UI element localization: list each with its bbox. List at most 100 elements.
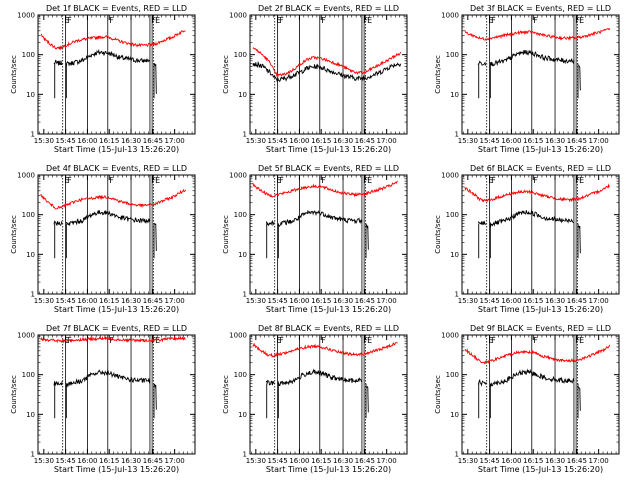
chart-panel-6: Det 6f BLACK = Events, RED = LLD 1 10 100 10… bbox=[434, 164, 620, 314]
x-tick-label: 15:30 bbox=[246, 457, 266, 465]
x-tick-label: 16:30 bbox=[333, 137, 353, 145]
chart-title: Det 2f BLACK = Events, RED = LLD bbox=[258, 4, 399, 13]
x-tick-label: 16:00 bbox=[289, 137, 309, 145]
y-axis-label: Counts/sec bbox=[222, 215, 230, 254]
x-axis-label: Start Time (15-Jul-13 15:26:20) bbox=[266, 145, 391, 154]
y-axis-label: Counts/sec bbox=[222, 375, 230, 414]
event-marker-label: F bbox=[321, 16, 326, 25]
y-tick-label: 1000 bbox=[441, 12, 459, 20]
chart-panel-5: Det 5f BLACK = Events, RED = LLD 1 10 100 10… bbox=[222, 164, 408, 314]
plot-frame bbox=[461, 14, 620, 135]
chart-title: Det 5f BLACK = Events, RED = LLD bbox=[258, 164, 399, 173]
series-line-events bbox=[53, 369, 157, 410]
series-line-events bbox=[477, 209, 581, 254]
series-line-lld bbox=[40, 30, 186, 51]
y-tick-label: 100 bbox=[22, 371, 35, 379]
x-tick-label: 16:45 bbox=[143, 457, 163, 465]
chart-panel-9: Det 9f BLACK = Events, RED = LLD 1 10 100 10… bbox=[434, 324, 620, 474]
x-tick-label: 16:15 bbox=[99, 137, 119, 145]
event-marker-label: F bbox=[575, 336, 580, 345]
x-tick-label: 16:30 bbox=[333, 297, 353, 305]
series-line-events bbox=[53, 210, 157, 252]
y-tick-label: 1 bbox=[31, 451, 35, 459]
series-line-lld bbox=[464, 344, 611, 365]
x-tick-label: 15:45 bbox=[56, 297, 76, 305]
y-tick-label: 1000 bbox=[441, 332, 459, 340]
event-marker-label: F bbox=[363, 336, 368, 345]
y-axis-label: Counts/sec bbox=[10, 55, 18, 94]
event-marker-label: F bbox=[533, 336, 538, 345]
x-tick-label: 16:30 bbox=[545, 457, 565, 465]
chart-panel-7: Det 7f BLACK = Events, RED = LLD 1 10 100 10… bbox=[10, 324, 196, 474]
x-tick-label: 16:15 bbox=[523, 457, 543, 465]
y-tick-label: 10 bbox=[450, 251, 459, 259]
event-marker-label: F bbox=[363, 16, 368, 25]
y-tick-label: 10 bbox=[26, 411, 35, 419]
event-marker-label: E bbox=[155, 16, 160, 25]
x-tick-label: 16:45 bbox=[143, 297, 163, 305]
series-line-lld bbox=[252, 47, 402, 79]
y-axis-label: Counts/sec bbox=[10, 215, 18, 254]
chart-title: Det 7f BLACK = Events, RED = LLD bbox=[46, 324, 187, 333]
plot-frame bbox=[461, 334, 620, 455]
x-tick-label: 16:15 bbox=[311, 137, 331, 145]
x-tick-label: 16:00 bbox=[501, 137, 521, 145]
chart-panel-4: Det 4f BLACK = Events, RED = LLD 1 10 100 10… bbox=[10, 164, 196, 314]
y-tick-label: 1 bbox=[31, 291, 35, 299]
x-tick-label: 17:00 bbox=[377, 137, 397, 145]
y-tick-label: 1 bbox=[455, 451, 459, 459]
y-tick-label: 1000 bbox=[229, 172, 247, 180]
x-tick-label: 16:15 bbox=[311, 457, 331, 465]
event-marker-label: F bbox=[533, 16, 538, 25]
x-axis-label: Start Time (15-Jul-13 15:26:20) bbox=[54, 465, 179, 474]
event-marker-label: E bbox=[276, 16, 281, 25]
series-line-events bbox=[53, 48, 157, 94]
x-tick-label: 16:15 bbox=[99, 297, 119, 305]
x-tick-label: 16:00 bbox=[77, 297, 97, 305]
y-tick-label: 100 bbox=[446, 371, 459, 379]
y-tick-label: 1 bbox=[243, 131, 247, 139]
plot-frame bbox=[461, 174, 620, 295]
plot-frame bbox=[37, 174, 196, 295]
event-marker-label: F bbox=[491, 176, 496, 185]
plot-frame bbox=[249, 14, 408, 135]
x-tick-label: 15:45 bbox=[268, 137, 288, 145]
chart-title: Det 4f BLACK = Events, RED = LLD bbox=[46, 164, 187, 173]
x-tick-label: 15:30 bbox=[458, 457, 478, 465]
event-marker-label: F bbox=[491, 16, 496, 25]
event-marker-label: F bbox=[491, 336, 496, 345]
plot-frame bbox=[37, 14, 196, 135]
x-tick-label: 15:30 bbox=[246, 297, 266, 305]
x-axis-label: Start Time (15-Jul-13 15:26:20) bbox=[54, 305, 179, 314]
event-marker-label: E bbox=[155, 176, 160, 185]
x-tick-label: 16:00 bbox=[501, 457, 521, 465]
y-tick-label: 100 bbox=[446, 51, 459, 59]
x-tick-label: 16:30 bbox=[121, 137, 141, 145]
series-line-lld bbox=[252, 342, 398, 358]
series-line-lld bbox=[464, 27, 611, 42]
y-tick-label: 100 bbox=[234, 211, 247, 219]
y-tick-label: 1 bbox=[455, 131, 459, 139]
x-tick-label: 16:45 bbox=[355, 457, 375, 465]
event-marker-label: E bbox=[488, 336, 493, 345]
chart-title: Det 1f BLACK = Events, RED = LLD bbox=[46, 4, 187, 13]
x-tick-label: 16:00 bbox=[77, 457, 97, 465]
y-tick-label: 1 bbox=[243, 451, 247, 459]
event-marker-label: F bbox=[575, 16, 580, 25]
chart-title: Det 3f BLACK = Events, RED = LLD bbox=[470, 4, 611, 13]
chart-title: Det 8f BLACK = Events, RED = LLD bbox=[258, 324, 399, 333]
y-tick-label: 1000 bbox=[229, 332, 247, 340]
y-tick-label: 1 bbox=[455, 291, 459, 299]
x-tick-label: 16:45 bbox=[567, 297, 587, 305]
y-axis-label: Counts/sec bbox=[10, 375, 18, 414]
event-marker-label: E bbox=[64, 176, 69, 185]
y-axis-label: Counts/sec bbox=[434, 375, 442, 414]
event-marker-label: E bbox=[579, 336, 584, 345]
event-marker-label: F bbox=[109, 16, 114, 25]
x-tick-label: 16:45 bbox=[567, 457, 587, 465]
x-tick-label: 15:45 bbox=[268, 297, 288, 305]
x-tick-label: 16:15 bbox=[311, 297, 331, 305]
x-tick-label: 17:00 bbox=[589, 137, 609, 145]
x-tick-label: 16:45 bbox=[143, 137, 163, 145]
